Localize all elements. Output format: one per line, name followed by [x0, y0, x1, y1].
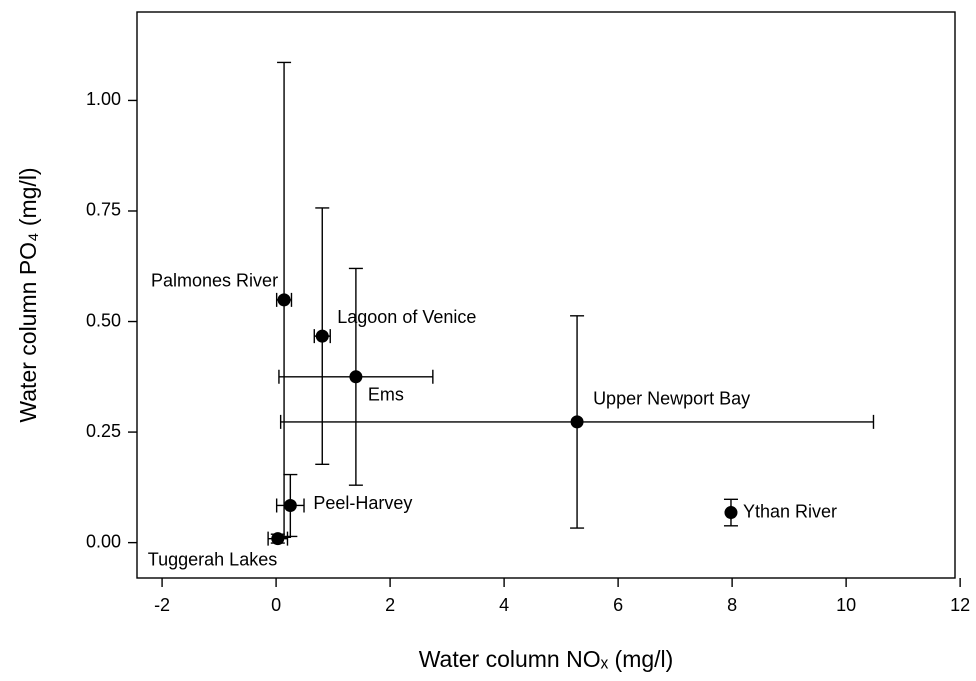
point-label: Tuggerah Lakes	[148, 549, 277, 569]
x-tick-label: 4	[499, 595, 509, 615]
point-label: Ythan River	[743, 501, 837, 521]
plot-frame	[136, 11, 956, 579]
point	[283, 498, 297, 512]
y-tick-label: 0.25	[86, 421, 121, 441]
x-axis-title: Water column NOₓ (mg/l)	[419, 646, 674, 672]
x-tick-label: 0	[271, 595, 281, 615]
x-tick-label: 12	[950, 595, 970, 615]
point	[570, 415, 584, 429]
point	[315, 329, 329, 343]
point-label: Lagoon of Venice	[337, 307, 476, 327]
point-label: Palmones River	[151, 271, 278, 291]
y-tick-label: 0.50	[86, 310, 121, 330]
x-tick-label: -2	[154, 595, 170, 615]
point-label: Ems	[368, 385, 404, 405]
x-tick-label: 10	[836, 595, 856, 615]
point	[724, 506, 738, 520]
point	[349, 370, 363, 384]
point	[271, 532, 285, 546]
x-tick-label: 2	[385, 595, 395, 615]
y-tick-label: 0.00	[86, 531, 121, 551]
y-tick-label: 0.75	[86, 200, 121, 220]
x-tick-label: 8	[727, 595, 737, 615]
y-axis-title: Water column PO₄ (mg/l)	[15, 167, 41, 422]
point-label: Upper Newport Bay	[593, 389, 750, 409]
point	[277, 293, 291, 307]
point-label: Peel-Harvey	[313, 493, 412, 513]
x-tick-label: 6	[613, 595, 623, 615]
y-tick-label: 1.00	[86, 89, 121, 109]
